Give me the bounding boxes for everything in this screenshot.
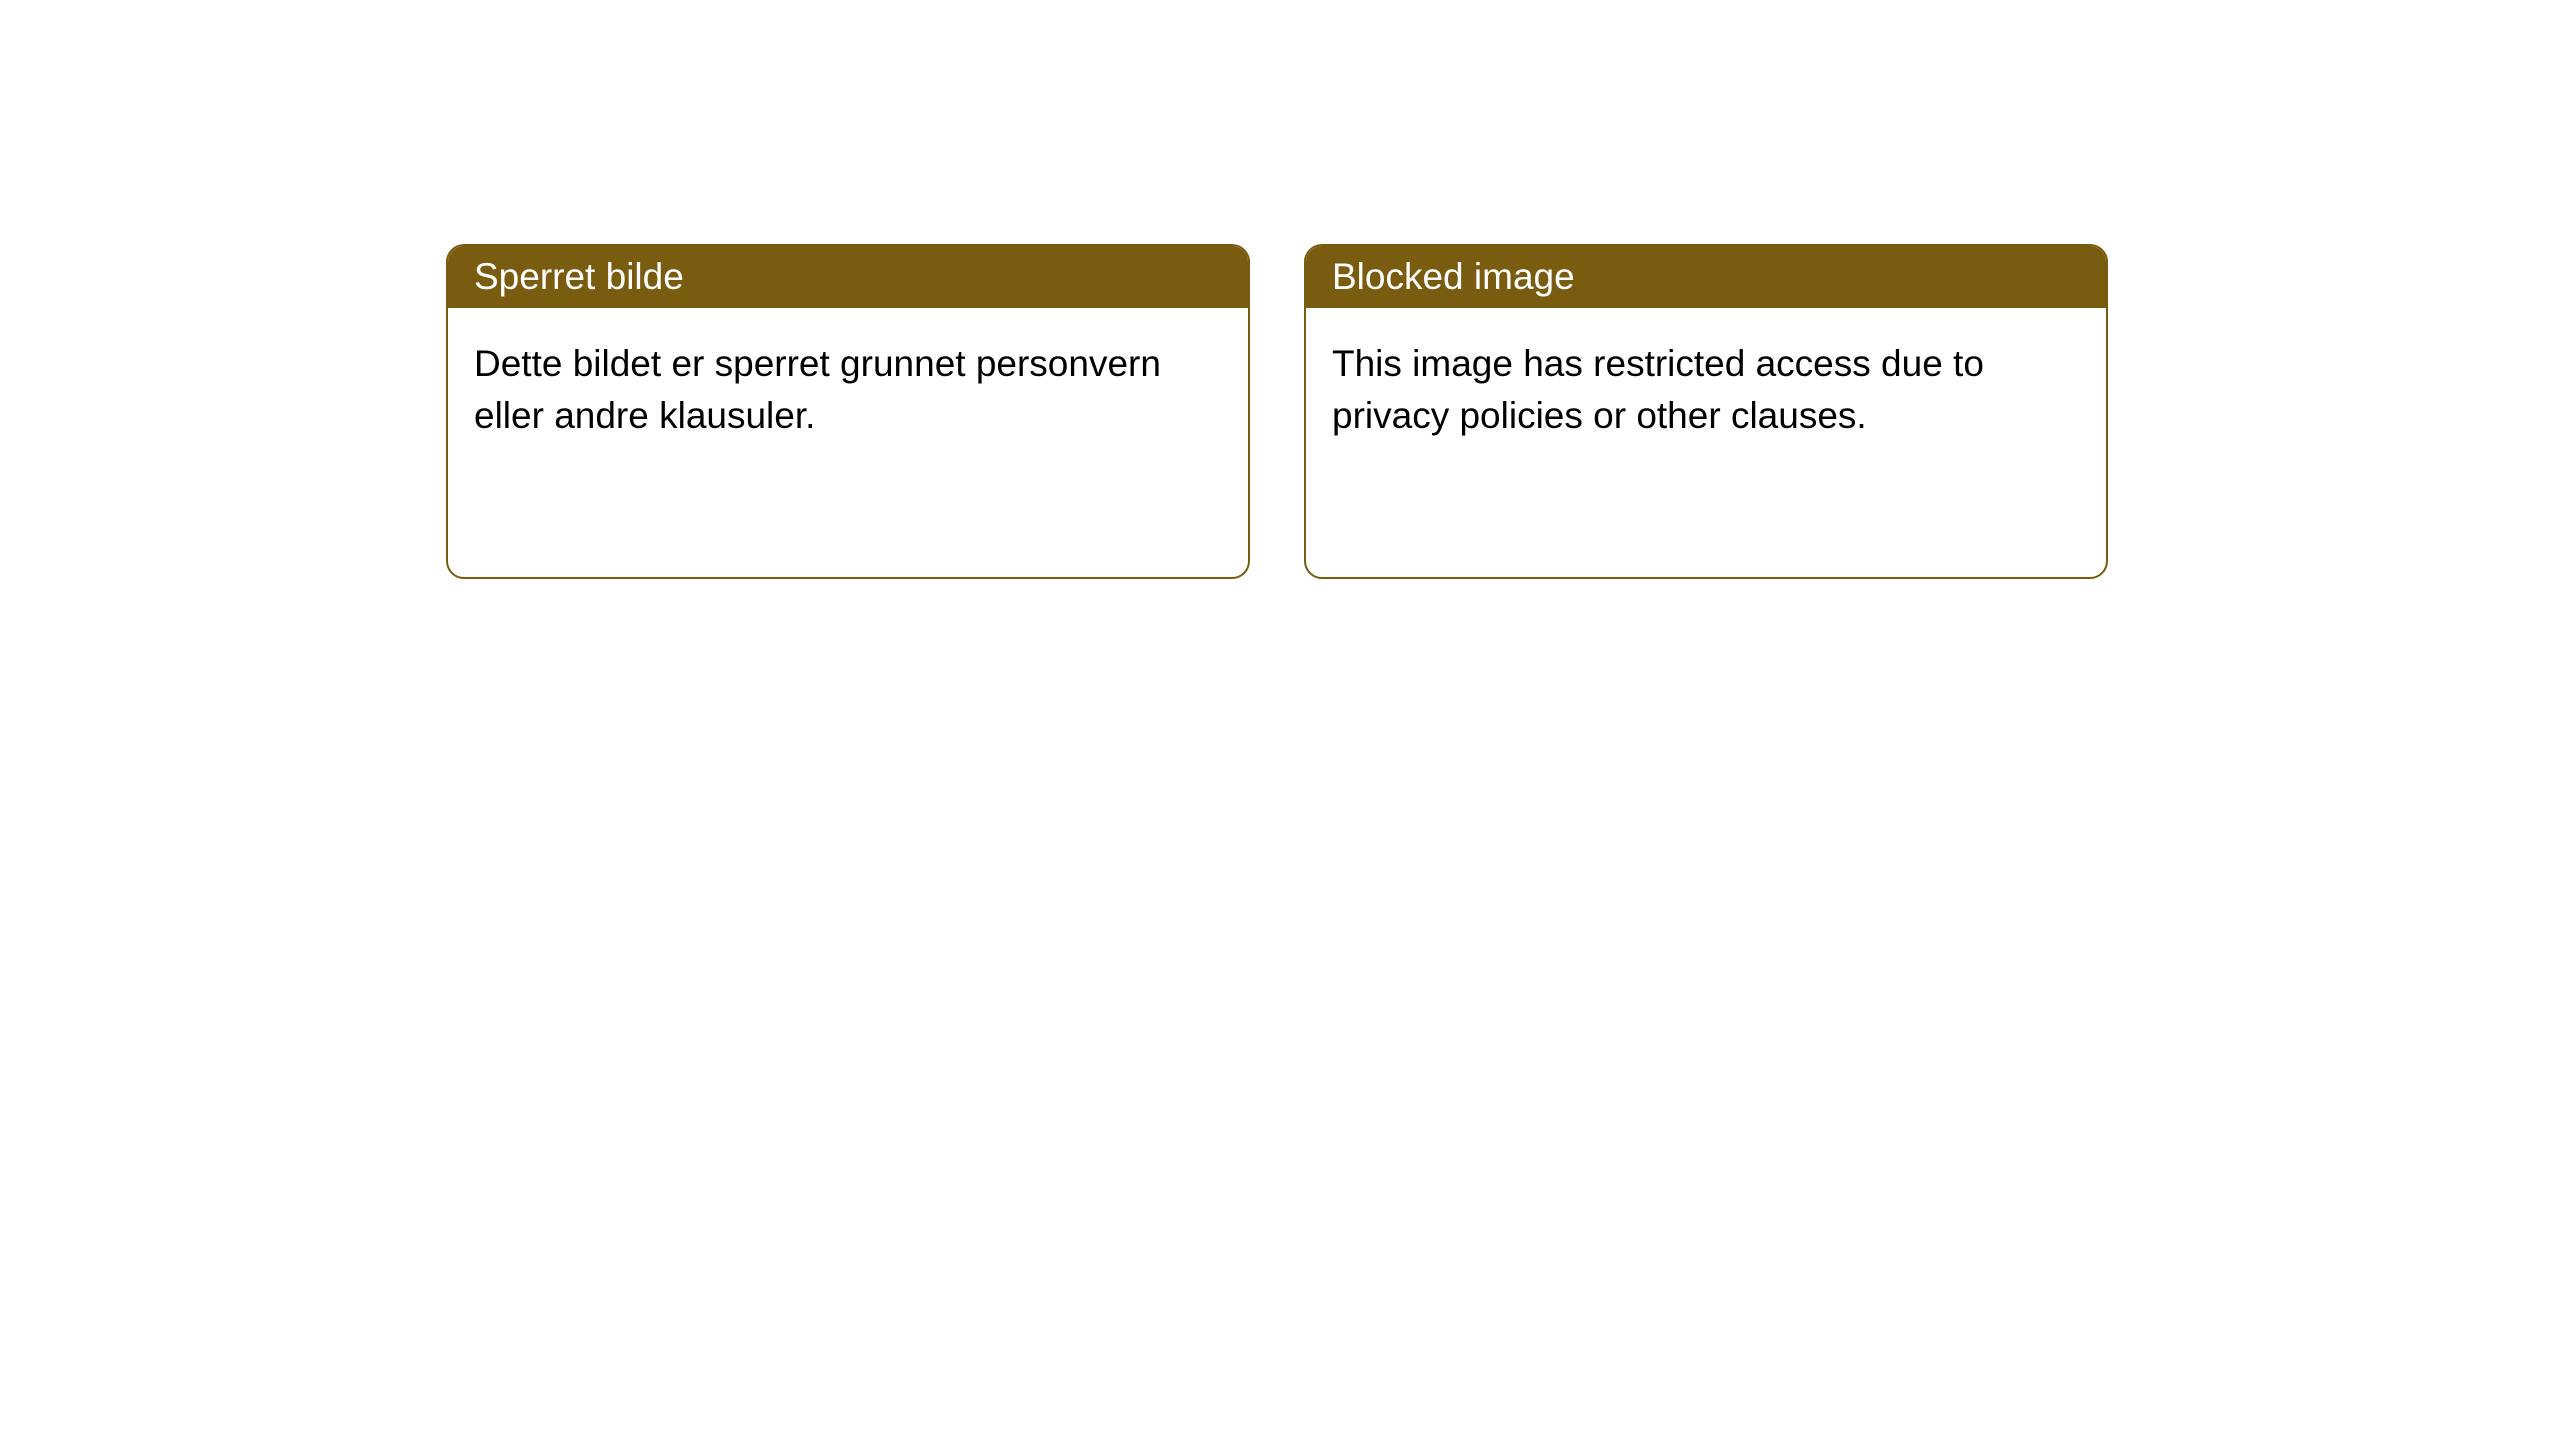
card-body: This image has restricted access due to … bbox=[1306, 308, 2106, 472]
card-body-text: Dette bildet er sperret grunnet personve… bbox=[474, 343, 1161, 436]
card-body: Dette bildet er sperret grunnet personve… bbox=[448, 308, 1248, 472]
card-body-text: This image has restricted access due to … bbox=[1332, 343, 1984, 436]
card-container: Sperret bilde Dette bildet er sperret gr… bbox=[0, 0, 2560, 579]
card-title: Sperret bilde bbox=[474, 256, 684, 297]
blocked-image-card-no: Sperret bilde Dette bildet er sperret gr… bbox=[446, 244, 1250, 579]
card-title: Blocked image bbox=[1332, 256, 1575, 297]
card-header: Sperret bilde bbox=[448, 246, 1248, 308]
blocked-image-card-en: Blocked image This image has restricted … bbox=[1304, 244, 2108, 579]
card-header: Blocked image bbox=[1306, 246, 2106, 308]
